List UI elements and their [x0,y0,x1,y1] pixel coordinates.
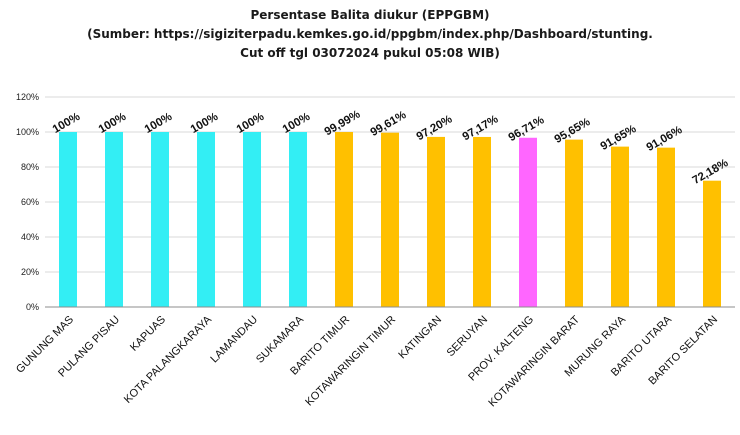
bar [335,132,353,307]
bar [197,132,215,307]
y-axis-tick-labels: 0% 20% 40% 60% 80% 100% 120% [16,92,39,312]
y-tick-label: 100% [16,127,39,137]
bar [289,132,307,307]
category-label: KOTA PALANGKARAYA [122,313,215,406]
category-label: KAPUAS [128,314,168,354]
bar [243,132,261,307]
y-tick-label: 120% [16,92,39,102]
chart-title: Persentase Balita diukur (EPPGBM) [250,8,490,22]
bar [427,136,445,307]
chart-subtitle-line-2: Cut off tgl 03072024 pukul 05:08 WIB) [240,46,500,60]
y-tick-label: 40% [21,232,39,242]
bar [473,136,491,307]
chart-title-block: Persentase Balita diukur (EPPGBM) (Sumbe… [0,6,740,63]
category-label: KATINGAN [396,314,444,362]
bar [151,132,169,307]
bar [105,132,123,307]
category-label: LAMANDAU [208,314,260,366]
bar [703,180,721,307]
category-label: SERUYAN [445,314,491,360]
y-tick-label: 0% [26,302,39,312]
bars [59,132,721,307]
y-tick-label: 20% [21,267,39,277]
category-label: KOTAWARINGIN TIMUR [303,314,398,409]
bar [657,147,675,307]
category-label: KOTAWARINGIN BARAT [486,313,582,409]
y-tick-label: 80% [21,162,39,172]
bar [381,132,399,307]
bar [611,146,629,307]
chart-subtitle-line-1: (Sumber: https://sigiziterpadu.kemkes.go… [87,27,653,41]
bar [59,132,77,307]
bar [565,139,583,307]
bar [519,137,537,307]
y-tick-label: 60% [21,197,39,207]
